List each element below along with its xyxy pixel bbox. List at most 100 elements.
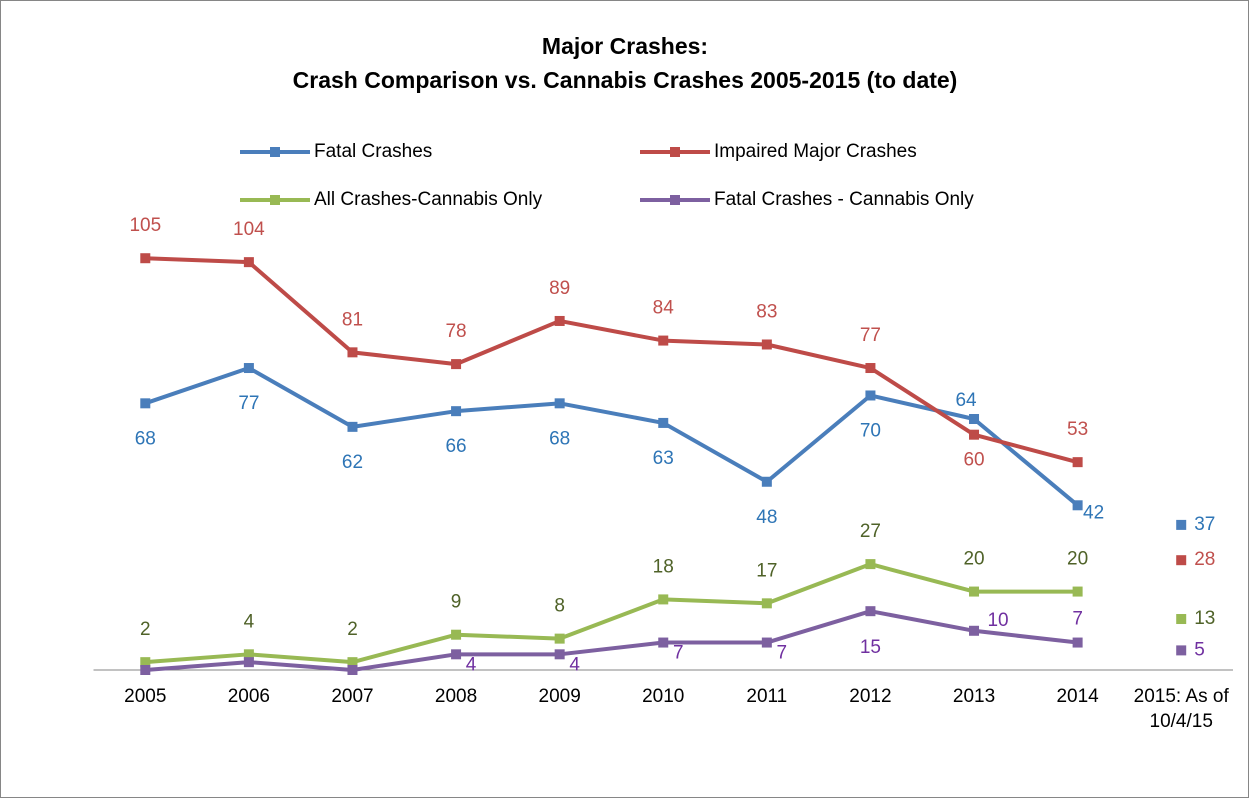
data-label: 13 bbox=[1194, 608, 1215, 629]
x-tick-label: 2008 bbox=[434, 686, 478, 707]
x-tick-label: 2010 bbox=[642, 686, 685, 707]
data-label: 89 bbox=[549, 278, 570, 299]
data-label: 2 bbox=[347, 619, 358, 640]
data-point bbox=[1176, 645, 1187, 656]
series-line bbox=[557, 401, 666, 425]
data-point bbox=[140, 657, 151, 668]
data-point bbox=[347, 657, 358, 668]
data-label: 28 bbox=[1194, 549, 1215, 570]
data-point bbox=[140, 665, 151, 675]
series-line bbox=[143, 660, 251, 672]
series-line bbox=[350, 632, 459, 665]
legend-marker bbox=[270, 195, 280, 205]
series-line bbox=[764, 393, 873, 484]
data-point bbox=[658, 637, 669, 648]
x-tick-label: 2014 bbox=[1056, 686, 1099, 707]
data-label: 27 bbox=[860, 521, 881, 542]
data-point bbox=[658, 335, 669, 346]
data-label: 77 bbox=[860, 325, 881, 346]
series-line bbox=[661, 338, 769, 347]
series-line bbox=[350, 409, 459, 429]
series-line bbox=[868, 393, 977, 422]
data-label: 2 bbox=[140, 619, 151, 640]
data-label: 7 bbox=[1072, 609, 1083, 630]
data-label: 42 bbox=[1083, 502, 1104, 523]
data-label: 9 bbox=[451, 592, 462, 613]
data-label: 7 bbox=[673, 643, 684, 664]
data-label: 20 bbox=[1067, 549, 1088, 570]
x-tick-label: 2013 bbox=[952, 686, 996, 707]
x-tick-label: 2015: As of 10/4/15 bbox=[1133, 686, 1229, 732]
data-point bbox=[761, 476, 772, 487]
series-line bbox=[972, 432, 1080, 465]
data-label: 4 bbox=[569, 654, 580, 675]
series-line bbox=[557, 318, 666, 343]
x-tick-label: 2011 bbox=[746, 686, 788, 707]
series-line bbox=[764, 562, 873, 606]
series-line bbox=[868, 562, 977, 594]
series-line bbox=[868, 609, 977, 633]
data-point bbox=[1176, 519, 1187, 530]
chart-title: Crash Comparison vs. Cannabis Crashes 20… bbox=[293, 67, 958, 93]
series-line bbox=[972, 628, 1080, 645]
data-point bbox=[140, 253, 151, 264]
data-point bbox=[347, 421, 358, 432]
data-label: 77 bbox=[238, 393, 259, 414]
data-point bbox=[969, 625, 980, 636]
data-point bbox=[554, 633, 565, 644]
data-point bbox=[658, 594, 669, 605]
data-label: 78 bbox=[445, 321, 466, 342]
data-label: 8 bbox=[554, 596, 565, 617]
data-point bbox=[1072, 586, 1083, 597]
legend-marker bbox=[670, 195, 680, 205]
data-point bbox=[761, 598, 772, 609]
data-point bbox=[140, 398, 151, 409]
series-line bbox=[557, 640, 666, 657]
series-line bbox=[454, 632, 562, 641]
series-line bbox=[868, 366, 977, 437]
legend-label: Impaired Major Crashes bbox=[714, 141, 917, 162]
x-tick-label: 2007 bbox=[331, 686, 374, 707]
data-point bbox=[865, 363, 876, 374]
data-label: 105 bbox=[129, 215, 161, 236]
data-point bbox=[865, 390, 876, 401]
data-point bbox=[243, 657, 254, 668]
data-point bbox=[347, 665, 358, 675]
data-label: 18 bbox=[653, 556, 674, 577]
data-label: 5 bbox=[1194, 639, 1205, 660]
series-line bbox=[764, 342, 873, 371]
data-label: 81 bbox=[342, 309, 363, 330]
data-point bbox=[761, 339, 772, 350]
data-label: 7 bbox=[777, 643, 788, 664]
data-point bbox=[451, 649, 462, 660]
data-point bbox=[243, 257, 254, 268]
data-point bbox=[658, 417, 669, 428]
data-label: 20 bbox=[963, 549, 984, 570]
data-point bbox=[1176, 614, 1187, 625]
data-label: 68 bbox=[135, 428, 156, 449]
series-line bbox=[454, 401, 562, 414]
data-label: 10 bbox=[987, 610, 1008, 631]
data-point bbox=[554, 315, 565, 326]
series-line bbox=[454, 318, 562, 367]
legend-label: Fatal Crashes - Cannabis Only bbox=[714, 189, 974, 210]
legend-marker bbox=[270, 147, 280, 157]
series-line bbox=[246, 660, 355, 672]
series-line bbox=[246, 366, 355, 429]
data-label: 70 bbox=[860, 420, 881, 441]
data-label: 4 bbox=[244, 611, 255, 632]
data-label: 4 bbox=[466, 654, 477, 675]
data-point bbox=[1176, 555, 1187, 566]
data-point bbox=[969, 586, 980, 597]
data-label: 37 bbox=[1194, 514, 1215, 535]
data-point bbox=[1072, 637, 1083, 648]
data-point bbox=[243, 363, 254, 374]
data-label: 15 bbox=[860, 637, 881, 658]
data-point bbox=[969, 414, 980, 425]
data-point bbox=[865, 606, 876, 617]
data-point bbox=[554, 398, 565, 409]
series-line bbox=[246, 260, 355, 355]
